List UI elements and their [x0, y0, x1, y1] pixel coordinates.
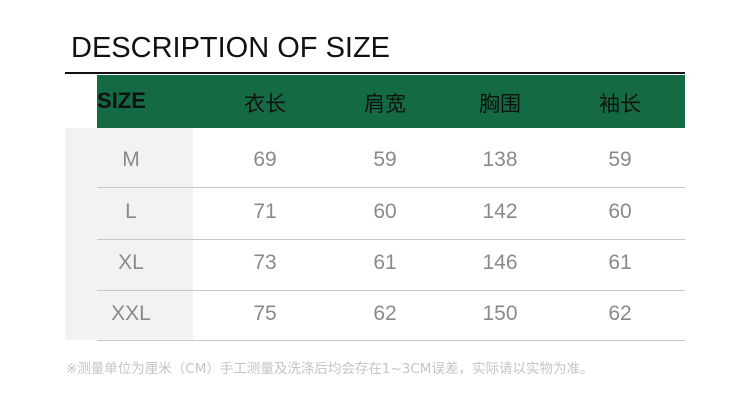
size-label: XL — [118, 251, 144, 274]
table-cell: 150 — [482, 302, 518, 325]
table-cell: 73 — [253, 251, 277, 274]
table-cell: 59 — [373, 148, 397, 171]
title-divider — [65, 72, 685, 74]
row-divider — [97, 340, 685, 341]
size-label: L — [125, 200, 137, 223]
table-cell: 75 — [253, 302, 277, 325]
size-label: XXL — [111, 302, 151, 325]
table-cell: 138 — [482, 148, 518, 171]
table-cell: 61 — [373, 251, 397, 274]
table-cell: 69 — [253, 148, 277, 171]
table-cell: 60 — [373, 200, 397, 223]
header-cell: SIZE — [97, 88, 146, 113]
table-cell: 60 — [608, 200, 632, 223]
table-cell: 71 — [253, 200, 277, 223]
measurement-note: ※测量单位为厘米（CM）手工测量及洗涤后均会存在1~3CM误差，实际请以实物为准… — [66, 361, 594, 377]
table-cell: 59 — [608, 148, 632, 171]
table-cell: 62 — [608, 302, 632, 325]
header-cell: 衣长 — [244, 92, 286, 116]
table-cell: 62 — [373, 302, 397, 325]
row-divider — [97, 187, 685, 188]
header-cell: 肩宽 — [364, 92, 406, 116]
header-cell: 胸围 — [479, 92, 521, 116]
table-header — [97, 75, 685, 128]
row-divider — [97, 239, 685, 240]
table-cell: 142 — [482, 200, 518, 223]
row-divider — [97, 290, 685, 291]
size-column-background — [65, 128, 193, 340]
header-cell: 袖长 — [599, 92, 641, 116]
table-cell: 146 — [482, 251, 518, 274]
page-title: DESCRIPTION OF SIZE — [71, 32, 391, 64]
size-label: M — [122, 148, 140, 171]
table-cell: 61 — [608, 251, 632, 274]
